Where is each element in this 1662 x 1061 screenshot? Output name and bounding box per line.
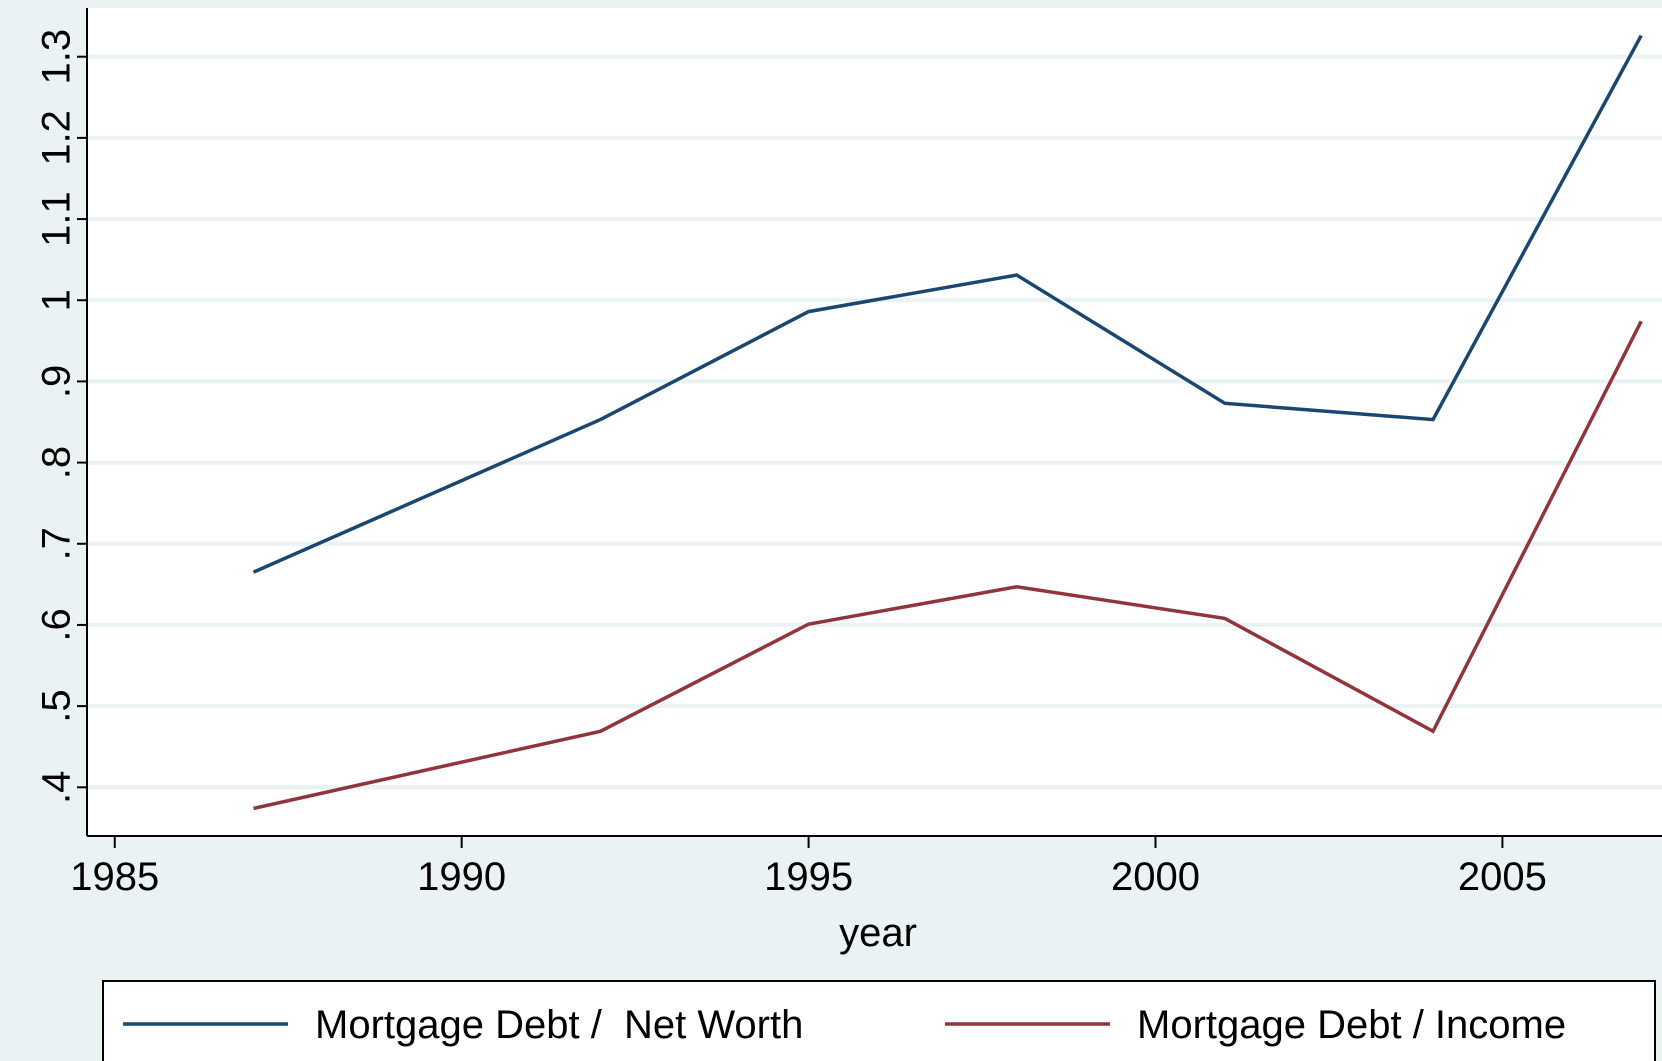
- legend: [102, 980, 1656, 1061]
- y-tick-label: .6: [35, 608, 79, 641]
- y-tick-label: 1.2: [35, 110, 79, 166]
- x-axis-label: year: [839, 911, 917, 955]
- y-tick-label: 1.3: [35, 29, 79, 85]
- x-tick-label: 1990: [417, 855, 506, 899]
- plot-area: [87, 8, 1662, 836]
- y-tick-label: .4: [35, 771, 79, 804]
- x-tick-label: 2005: [1458, 855, 1547, 899]
- y-tick-label: .9: [35, 365, 79, 398]
- y-tick-label: .8: [35, 446, 79, 479]
- line-series: [252, 34, 1643, 574]
- y-tick-label: 1: [35, 289, 79, 311]
- line-series: [253, 320, 1643, 811]
- y-tick-label: 1.1: [35, 191, 79, 247]
- x-tick-label: 2000: [1111, 855, 1200, 899]
- y-tick-label: .5: [35, 689, 79, 722]
- y-tick-label: .7: [35, 527, 79, 560]
- x-tick-label: 1985: [70, 855, 159, 899]
- legend-label: Mortgage Debt / Income: [1137, 1003, 1566, 1047]
- x-tick-label: 1995: [764, 855, 853, 899]
- legend-label: Mortgage Debt / Net Worth: [315, 1003, 803, 1047]
